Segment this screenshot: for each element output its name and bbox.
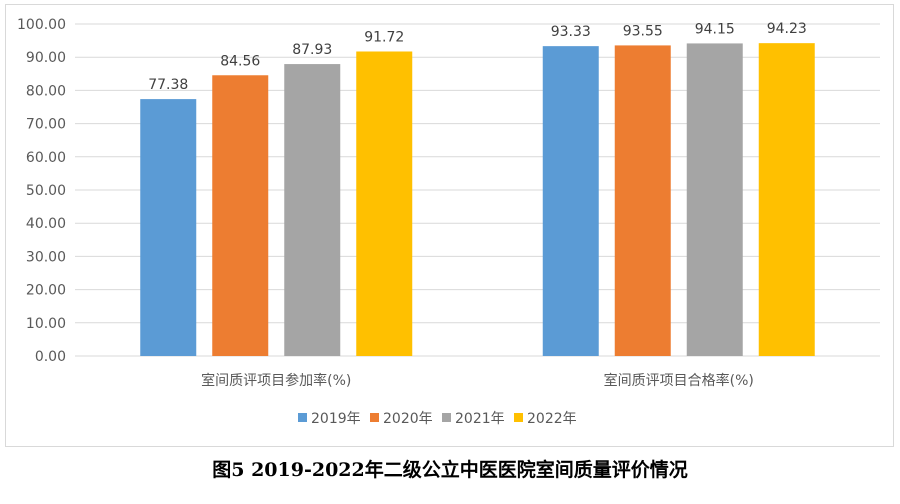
data-label: 84.56: [220, 53, 260, 69]
y-tick-label: 10.00: [26, 316, 66, 332]
y-tick-label: 30.00: [26, 249, 66, 265]
data-label: 91.72: [364, 29, 404, 45]
legend-swatch: [442, 413, 451, 422]
data-label: 77.38: [148, 77, 188, 93]
y-tick-label: 90.00: [26, 50, 66, 66]
y-tick-label: 50.00: [26, 183, 66, 199]
bar: [284, 64, 341, 357]
bar: [212, 75, 269, 356]
bar: [614, 45, 671, 356]
data-label: 87.93: [292, 42, 332, 58]
y-tick-label: 40.00: [26, 216, 66, 232]
bar: [542, 46, 599, 356]
x-category-label: 室间质评项目合格率(%): [604, 372, 754, 389]
y-tick-label: 20.00: [26, 283, 66, 299]
legend-label: 2021年: [455, 411, 505, 427]
bar: [356, 51, 413, 357]
y-tick-label: 60.00: [26, 150, 66, 166]
bar: [758, 43, 815, 356]
y-tick-label: 0.00: [35, 349, 66, 365]
legend-label: 2019年: [311, 411, 361, 427]
bar: [686, 43, 743, 357]
x-category-label: 室间质评项目参加率(%): [201, 372, 351, 389]
legend-label: 2020年: [383, 411, 433, 427]
data-label: 94.23: [767, 21, 807, 37]
data-label: 93.33: [551, 24, 591, 40]
legend-swatch: [370, 413, 379, 422]
bar: [140, 99, 197, 357]
y-tick-label: 100.00: [17, 17, 66, 33]
legend-label: 2022年: [527, 411, 577, 427]
data-label: 94.15: [695, 21, 735, 37]
y-tick-label: 80.00: [26, 83, 66, 99]
legend-swatch: [514, 413, 523, 422]
y-tick-label: 70.00: [26, 117, 66, 133]
data-label: 93.55: [623, 23, 663, 39]
chart-frame: [5, 4, 894, 447]
bar-chart: 0.00 10.00 20.00 30.00 40.00 50.00 60.00 70.00 8…: [17, 17, 880, 427]
figure-caption: 图5 2019-2022年二级公立中医医院室间质量评价情况: [212, 459, 688, 481]
legend-swatch: [298, 413, 307, 422]
